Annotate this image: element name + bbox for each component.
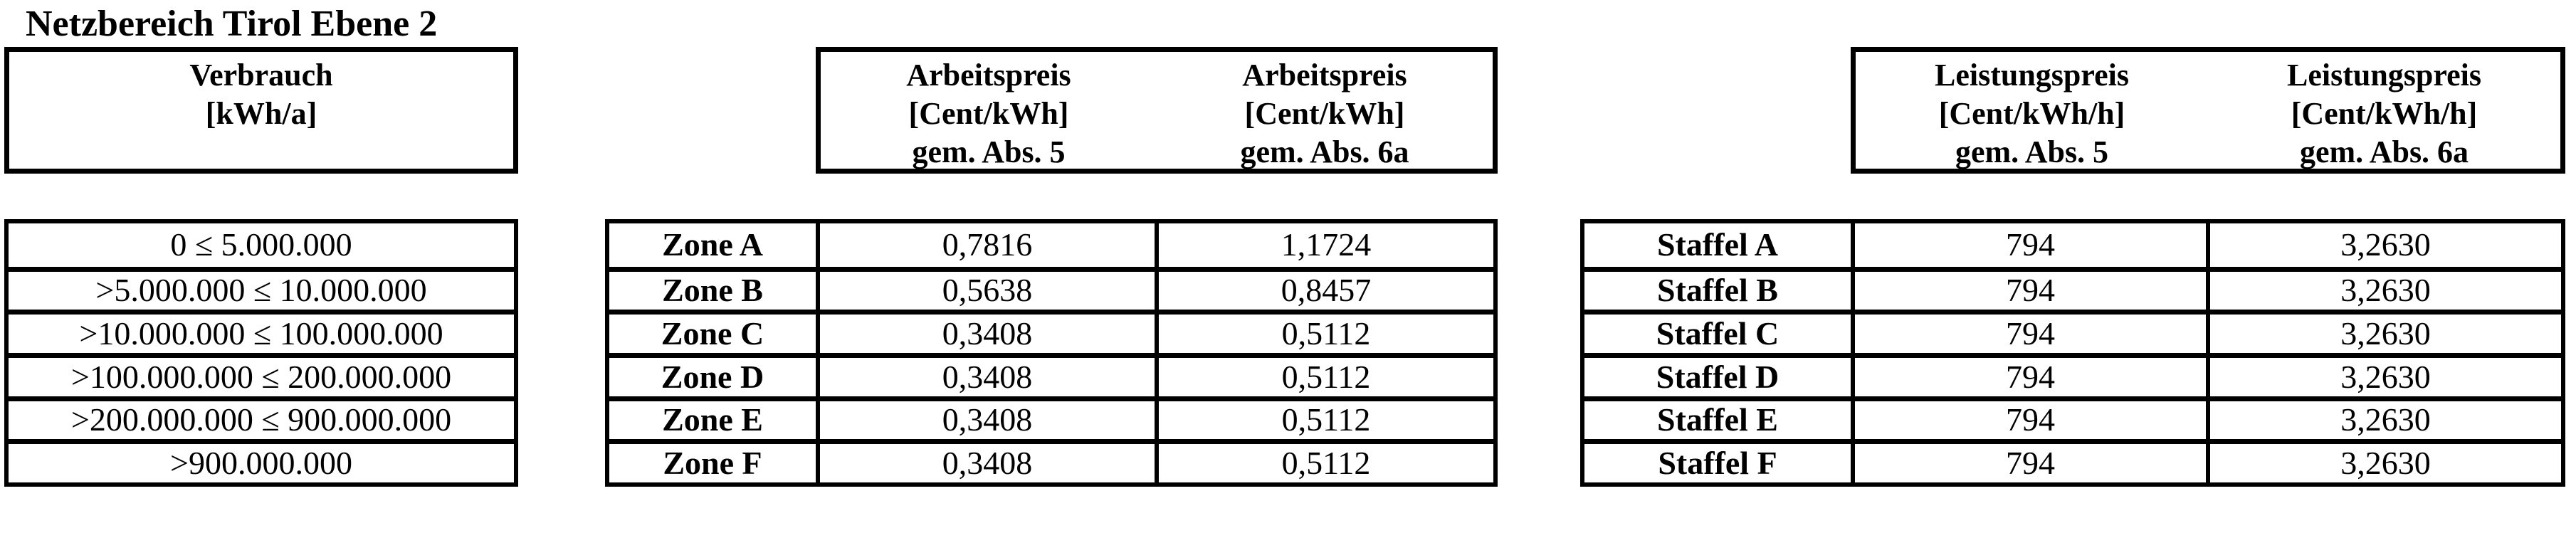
staffel-label: Staffel D [1584,353,1851,396]
zone-label: Zone F [609,439,816,482]
zone-label: Zone B [609,266,816,310]
leistungspreis-abs6a-cell: 3,2630 [2206,353,2561,396]
verbrauch-header-box: Verbrauch [kWh/a] [4,47,518,174]
verbrauch-range-cell: >100.000.000 ≤ 200.000.000 [9,353,514,396]
arbeitspreis-abs6a-cell: 1,1724 [1155,223,1493,267]
zone-label: Zone D [609,353,816,396]
arbeitspreis-abs6a-cell: 0,5112 [1155,353,1493,396]
arbeitspreis-abs5-cell: 0,3408 [816,396,1155,440]
zone-label: Zone C [609,310,816,353]
staffel-label: Staffel F [1584,439,1851,482]
arbeitspreis-abs6a-cell: 0,5112 [1155,396,1493,440]
arbeitspreis-abs5-unit: [Cent/kWh] [908,96,1069,131]
leistungspreis-abs5-header: Leistungspreis [Cent/kWh/h] gem. Abs. 5 [1856,52,2208,169]
verbrauch-range-cell: >10.000.000 ≤ 100.000.000 [9,310,514,353]
leistungspreis-abs5-ref: gem. Abs. 5 [1955,134,2109,169]
verbrauch-rows-table: 0 ≤ 5.000.000 >5.000.000 ≤ 10.000.000 >1… [4,219,518,487]
staffel-label: Staffel E [1584,396,1851,440]
leistungspreis-rows-table: Staffel A 794 3,2630 Staffel B 794 3,263… [1580,219,2565,487]
arbeitspreis-abs6a-cell: 0,5112 [1155,310,1493,353]
arbeitspreis-abs5-ref: gem. Abs. 5 [912,134,1066,169]
zone-label: Zone E [609,396,816,440]
arbeitspreis-abs5-cell: 0,3408 [816,310,1155,353]
leistungspreis-abs6a-cell: 3,2630 [2206,266,2561,310]
leistungspreis-header-box: Leistungspreis [Cent/kWh/h] gem. Abs. 5 … [1851,47,2565,174]
leistungspreis-abs5-unit: [Cent/kWh/h] [1938,96,2125,131]
arbeitspreis-rows-table: Zone A 0,7816 1,1724 Zone B 0,5638 0,845… [605,219,1498,487]
verbrauch-header-unit: [kWh/a] [205,96,317,131]
arbeitspreis-abs5-cell: 0,7816 [816,223,1155,267]
leistungspreis-abs5-title: Leistungspreis [1934,58,2130,93]
arbeitspreis-abs6a-cell: 0,5112 [1155,439,1493,482]
arbeitspreis-abs6a-title: Arbeitspreis [1242,58,1407,93]
leistungspreis-abs6a-cell: 3,2630 [2206,223,2561,267]
verbrauch-header-title: Verbrauch [189,58,333,93]
verbrauch-range-cell: >200.000.000 ≤ 900.000.000 [9,396,514,440]
verbrauch-range-cell: >900.000.000 [9,439,514,482]
leistungspreis-abs5-cell: 794 [1851,353,2206,396]
arbeitspreis-header-box: Arbeitspreis [Cent/kWh] gem. Abs. 5 Arbe… [816,47,1498,174]
arbeitspreis-abs6a-ref: gem. Abs. 6a [1240,134,1409,169]
page-title: Netzbereich Tirol Ebene 2 [26,4,438,44]
leistungspreis-abs6a-ref: gem. Abs. 6a [2299,134,2469,169]
arbeitspreis-abs5-cell: 0,5638 [816,266,1155,310]
arbeitspreis-abs5-cell: 0,3408 [816,439,1155,482]
leistungspreis-abs6a-title: Leistungspreis [2286,58,2482,93]
leistungspreis-abs6a-cell: 3,2630 [2206,439,2561,482]
arbeitspreis-abs6a-header: Arbeitspreis [Cent/kWh] gem. Abs. 6a [1157,52,1493,169]
verbrauch-header-column: Verbrauch [kWh/a] [9,52,513,169]
staffel-label: Staffel B [1584,266,1851,310]
leistungspreis-abs5-cell: 794 [1851,223,2206,267]
verbrauch-range-cell: >5.000.000 ≤ 10.000.000 [9,266,514,310]
leistungspreis-abs5-cell: 794 [1851,396,2206,440]
leistungspreis-abs5-cell: 794 [1851,310,2206,353]
arbeitspreis-abs5-cell: 0,3408 [816,353,1155,396]
arbeitspreis-abs5-header: Arbeitspreis [Cent/kWh] gem. Abs. 5 [821,52,1157,169]
leistungspreis-abs6a-unit: [Cent/kWh/h] [2291,96,2478,131]
leistungspreis-abs6a-header: Leistungspreis [Cent/kWh/h] gem. Abs. 6a [2208,52,2560,169]
leistungspreis-abs6a-cell: 3,2630 [2206,396,2561,440]
staffel-label: Staffel C [1584,310,1851,353]
arbeitspreis-abs5-title: Arbeitspreis [906,58,1071,93]
verbrauch-range-cell: 0 ≤ 5.000.000 [170,226,352,263]
staffel-label: Staffel A [1657,226,1778,263]
leistungspreis-abs5-cell: 794 [1851,266,2206,310]
zone-label: Zone A [662,226,763,263]
leistungspreis-abs6a-cell: 3,2630 [2206,310,2561,353]
arbeitspreis-abs6a-cell: 0,8457 [1155,266,1493,310]
leistungspreis-abs5-cell: 794 [1851,439,2206,482]
arbeitspreis-abs6a-unit: [Cent/kWh] [1244,96,1405,131]
